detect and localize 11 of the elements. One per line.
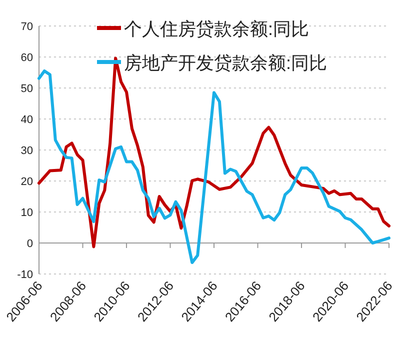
y-tick-label: 20 xyxy=(20,176,33,188)
y-tick-label: 0 xyxy=(26,238,33,250)
y-tick-label: 70 xyxy=(20,21,33,33)
y-tick-label: 40 xyxy=(20,114,33,126)
y-tick-label: 10 xyxy=(20,207,33,219)
y-tick-label: 50 xyxy=(20,83,33,95)
y-tick-label: 60 xyxy=(20,52,33,64)
legend-label: 房地产开发贷款余额:同比 xyxy=(124,53,328,73)
y-tick-label: -10 xyxy=(17,269,33,281)
legend-label: 个人住房贷款余额:同比 xyxy=(124,19,310,39)
y-tick-label: 30 xyxy=(20,145,33,157)
